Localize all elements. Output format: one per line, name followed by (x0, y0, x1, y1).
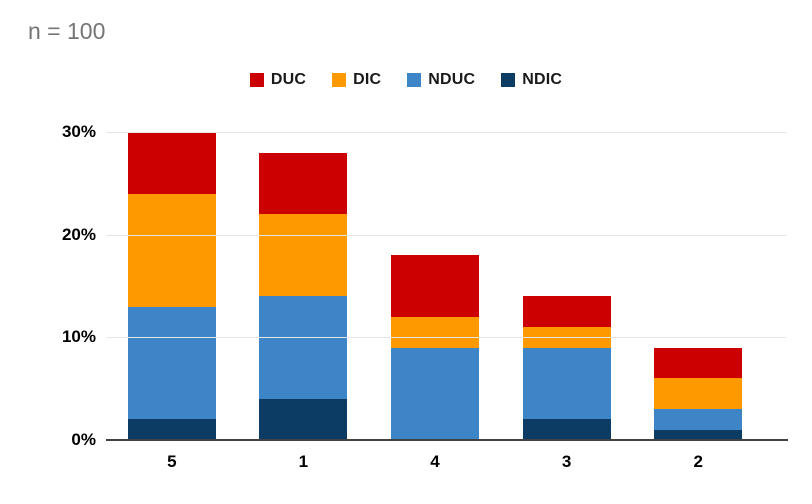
legend-item-nduc: NDUC (407, 71, 475, 89)
legend-swatch-icon (249, 73, 264, 87)
bar-stack (127, 132, 216, 440)
legend-item-dic: DIC (332, 71, 381, 89)
x-axis-label: 4 (430, 452, 440, 471)
bar-segment-duc (654, 347, 743, 379)
x-axis-label: 2 (693, 452, 703, 471)
chart-title: n = 100 (28, 18, 106, 44)
legend-item-ndic: NDIC (501, 71, 562, 89)
bar-stack (522, 296, 611, 440)
legend-label: DIC (353, 71, 382, 88)
bar-segment-duc (522, 296, 611, 328)
bar-column-5 (106, 132, 238, 440)
bar-column-2 (632, 132, 764, 440)
legend-label: NDIC (522, 71, 563, 88)
x-axis-line (106, 439, 788, 441)
x-axis-label: 3 (561, 452, 572, 471)
bar-column-1 (238, 132, 370, 440)
bar-segment-nduc (654, 409, 743, 430)
bar-column-4 (369, 132, 501, 440)
bar-segment-nduc (127, 306, 216, 420)
bar-column-3 (501, 132, 633, 440)
bar-segment-duc (259, 152, 348, 215)
chart-legend: DUC DIC NDUC NDIC (0, 71, 812, 89)
bar-segment-ndic (654, 429, 743, 440)
bar-segment-ndic (127, 419, 216, 440)
gridline-10% (106, 337, 786, 339)
y-tick-label: 0% (71, 430, 96, 449)
bar-segment-nduc (522, 347, 611, 420)
bar-segment-ndic (259, 398, 348, 440)
legend-swatch-icon (407, 73, 422, 87)
x-axis-label: 5 (167, 452, 177, 471)
bar-stack (654, 347, 743, 440)
y-tick-label: 30% (61, 122, 96, 141)
bar-segment-dic (127, 193, 216, 307)
legend-label: DUC (270, 71, 307, 88)
bar-segment-nduc (390, 347, 479, 440)
legend-item-duc: DUC (249, 71, 307, 89)
bar-segment-dic (654, 378, 743, 410)
bar-segment-ndic (522, 419, 611, 440)
y-tick-label: 10% (61, 327, 96, 347)
y-tick-label: 20% (61, 224, 96, 244)
gridline-20% (106, 234, 786, 236)
bar-segment-nduc (259, 296, 348, 399)
bar-segment-duc (127, 132, 216, 194)
legend-swatch-icon (332, 73, 347, 87)
x-axis-label: 1 (298, 452, 309, 471)
bar-stack (259, 152, 348, 440)
bar-segment-dic (259, 214, 348, 297)
bar-segment-duc (390, 255, 479, 317)
x-axis-labels: 5 1 4 3 2 (106, 452, 764, 472)
legend-swatch-icon (501, 73, 516, 87)
bars-container (106, 132, 764, 440)
bar-segment-dic (390, 316, 479, 348)
bar-stack (390, 255, 479, 440)
gridline-30% (106, 132, 786, 133)
legend-label: NDUC (428, 71, 476, 88)
